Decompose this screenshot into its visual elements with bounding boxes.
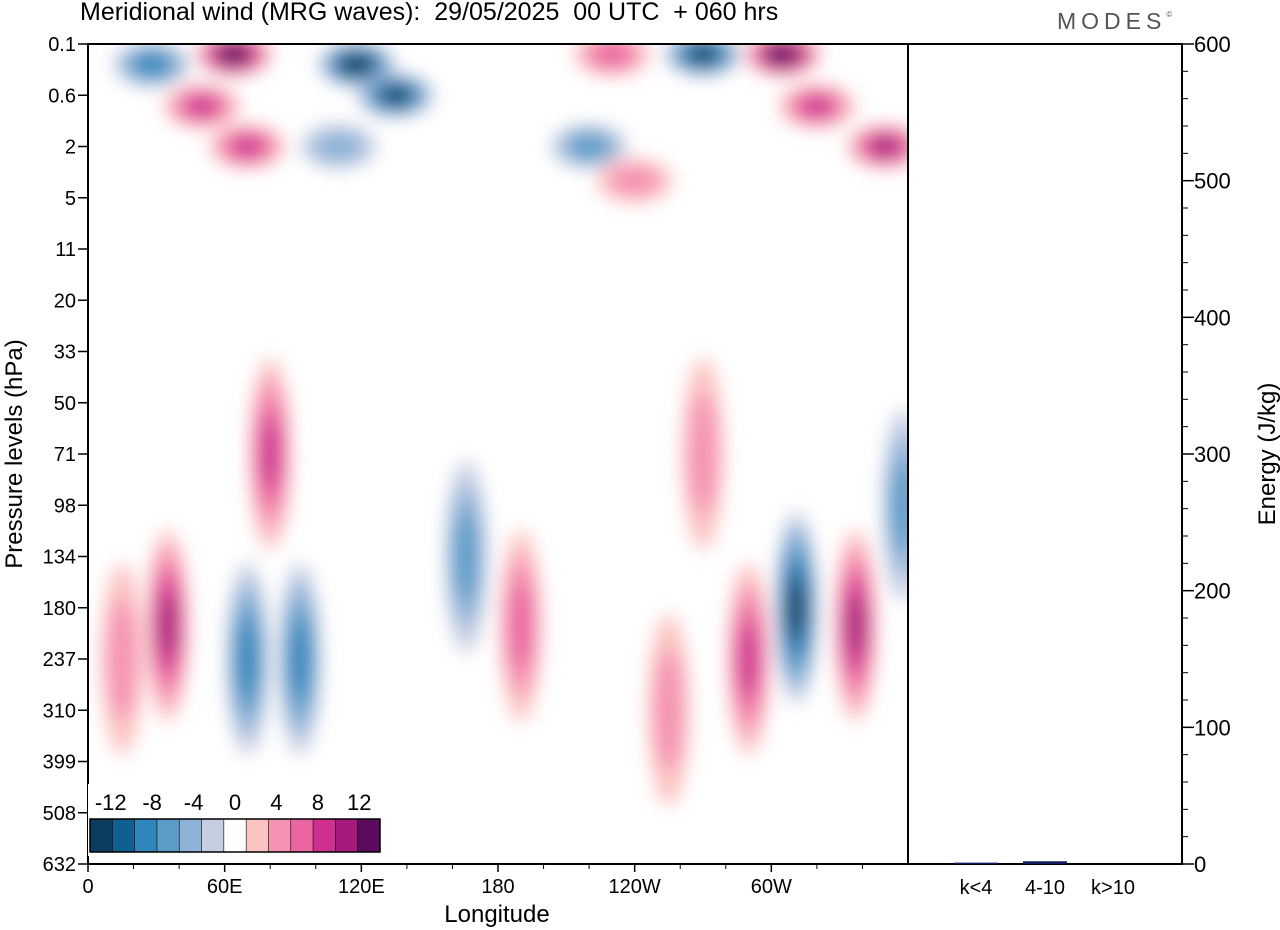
contour-blob [891, 460, 908, 551]
colorbar-swatch [201, 819, 225, 852]
contour-blob [186, 95, 218, 117]
y-tick-label: 632 [43, 854, 76, 876]
colorbar-label: 8 [312, 790, 324, 815]
contour-blob [289, 623, 310, 695]
contour-blob [801, 95, 833, 117]
y-tick-label: 237 [43, 649, 76, 671]
plot-frame [87, 43, 909, 865]
y-axis: 0.1 0.6 2 5 11 20 33 50 71 98 134 180 237 310 399 508 63… [43, 34, 88, 876]
y-tick-label: 11 [55, 239, 76, 261]
colorbar-label: 0 [229, 790, 241, 815]
contour-blob [738, 623, 759, 695]
contour-blob [260, 418, 281, 490]
x-axis: 0 60E 120E 180 120W 60W [82, 864, 863, 898]
colorbar-label: -12 [95, 790, 127, 815]
x-tick-label: 60E [207, 876, 243, 898]
colorbar-swatch [156, 819, 180, 852]
energy-category-label: k<4 [960, 877, 993, 899]
contour-blob [383, 86, 408, 104]
colorbar-swatch [357, 819, 381, 852]
y-tick-label: 180 [43, 598, 76, 620]
colorbar-label: 12 [347, 790, 371, 815]
y-tick-label: 20 [54, 290, 76, 312]
contour-blob [313, 131, 364, 162]
energy-category-label: 4-10 [1025, 877, 1065, 899]
colorbar-swatch [112, 819, 136, 852]
contour-blob [846, 595, 865, 657]
contour-blob [237, 623, 258, 695]
energy-tick-label: 500 [1194, 169, 1231, 194]
contour-blob [871, 137, 899, 156]
brand-mark: © [1166, 10, 1173, 19]
contour-field [101, 44, 908, 807]
contour-blob [609, 165, 660, 196]
energy-frame [907, 43, 1183, 865]
contour-blob [788, 581, 805, 635]
colorbar: -12 -8 -4 0 4 8 12 [88, 784, 382, 856]
colorbar-swatch [313, 819, 336, 852]
contour-blob [107, 598, 137, 720]
energy-tick-label: 400 [1194, 305, 1231, 330]
energy-bar [954, 862, 998, 864]
x-tick-label: 180 [481, 876, 514, 898]
energy-tick-label: 100 [1194, 715, 1231, 740]
contour-blob [135, 54, 168, 75]
colorbar-label: -4 [184, 790, 204, 815]
energy-category-label: k>10 [1091, 877, 1135, 899]
y-tick-label: 2 [65, 137, 76, 159]
y-tick-label: 134 [43, 547, 76, 569]
energy-bars: k<4 4-10 k>10 [954, 861, 1135, 899]
brand-text: MODES [1057, 8, 1167, 34]
energy-tick-label: 200 [1194, 579, 1231, 604]
brand-logo: MODES© [1057, 8, 1172, 35]
contour-blob [345, 56, 368, 73]
y-tick-label: 508 [43, 803, 76, 825]
y-tick-label: 71 [54, 444, 76, 466]
y-tick-label: 0.6 [48, 85, 76, 107]
energy-axis: 0 100 200 300 400 500 600 [1182, 32, 1231, 877]
contour-blob [570, 134, 609, 159]
colorbar-swatch [223, 819, 247, 852]
contour-blob [231, 136, 264, 157]
contour-blob [592, 44, 631, 67]
colorbar-label: 4 [270, 790, 282, 815]
x-tick-label: 0 [82, 876, 93, 898]
energy-tick-label: 600 [1194, 32, 1231, 57]
y-tick-label: 0.1 [48, 34, 76, 56]
x-tick-label: 120W [609, 876, 661, 898]
colorbar-swatch [134, 819, 158, 852]
contour-blob [158, 595, 177, 657]
colorbar-frame [89, 818, 381, 853]
energy-axis-label: Energy (J/kg) [1254, 383, 1280, 526]
colorbar-swatch [90, 819, 113, 852]
colorbar-swatch [246, 819, 269, 852]
colorbar-swatch [335, 819, 359, 852]
energy-tick-label: 0 [1194, 852, 1206, 877]
y-tick-label: 399 [43, 752, 76, 774]
contour-blob [771, 46, 794, 63]
colorbar-label: -8 [142, 790, 162, 815]
y-tick-label: 33 [54, 342, 76, 364]
x-tick-label: 120E [338, 876, 385, 898]
contour-blob [690, 45, 716, 63]
colorbar-swatch [179, 819, 203, 852]
colorbar-swatch [290, 819, 314, 852]
energy-tick-label: 300 [1194, 442, 1231, 467]
y-tick-label: 310 [43, 700, 76, 722]
x-tick-label: 60W [751, 876, 792, 898]
contour-blob [454, 511, 478, 602]
energy-bar [1023, 861, 1067, 864]
contour-blob [222, 46, 245, 63]
colorbar-swatch [268, 819, 292, 852]
contour-blob [688, 393, 718, 515]
chart-title: Meridional wind (MRG waves): 29/05/2025 … [80, 0, 779, 26]
y-axis-label: Pressure levels (hPa) [1, 339, 28, 568]
contour-blob [509, 580, 533, 671]
x-axis-label: Longitude [444, 901, 549, 928]
y-tick-label: 50 [54, 393, 76, 415]
y-tick-label: 98 [54, 495, 76, 517]
y-tick-label: 5 [65, 188, 76, 210]
contour-blob [654, 649, 684, 771]
